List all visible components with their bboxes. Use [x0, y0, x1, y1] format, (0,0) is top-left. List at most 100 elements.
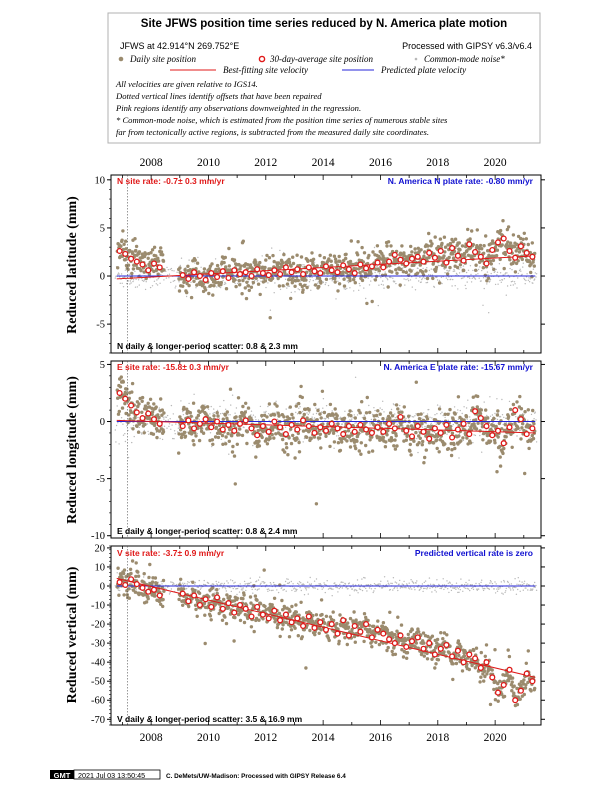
daily-point — [289, 427, 293, 431]
cmn-point — [430, 268, 432, 270]
cmn-point — [224, 587, 226, 589]
cmn-point — [365, 587, 367, 590]
cmn-point — [155, 283, 157, 285]
avg-point — [426, 435, 433, 442]
avg-point — [122, 395, 129, 402]
daily-point — [412, 263, 416, 267]
daily-point — [162, 589, 166, 593]
cmn-point — [308, 412, 311, 414]
daily-point — [220, 433, 225, 438]
east-plate-rate: N. America E plate rate: -15.67 mm/yr — [384, 362, 534, 372]
cmn-point — [373, 590, 375, 592]
daily-point — [307, 428, 312, 433]
cmn-point — [307, 593, 309, 595]
daily-point — [159, 250, 164, 254]
daily-point — [260, 435, 264, 440]
daily-point — [465, 436, 469, 440]
daily-point — [238, 427, 242, 431]
cmn-point — [486, 283, 488, 285]
cmn-point — [332, 588, 334, 590]
cmn-point — [225, 408, 227, 410]
daily-point — [126, 263, 131, 267]
daily-point — [333, 407, 337, 411]
cmn-point — [184, 582, 186, 585]
daily-point — [489, 262, 493, 266]
cmn-point — [506, 272, 508, 274]
cmn-point — [421, 278, 423, 281]
cmn-point — [404, 586, 406, 589]
daily-point — [359, 441, 363, 445]
cmn-point — [258, 588, 260, 590]
cmn-point — [274, 282, 276, 284]
avg-point — [523, 249, 530, 256]
daily-point — [346, 625, 351, 629]
cmn-point — [460, 578, 462, 580]
daily-point — [433, 235, 437, 239]
daily-point — [427, 231, 431, 236]
cmn-point — [535, 276, 537, 278]
cmn-point — [511, 587, 514, 589]
cmn-point — [310, 289, 312, 291]
daily-point — [341, 270, 345, 274]
cmn-point — [221, 412, 224, 415]
cmn-point — [528, 277, 530, 279]
daily-point — [161, 597, 165, 602]
cmn-point — [163, 425, 166, 427]
cmn-point — [330, 278, 332, 280]
cmn-point — [171, 269, 173, 272]
cmn-point — [458, 457, 460, 459]
cmn-point — [429, 416, 431, 418]
daily-point — [319, 281, 323, 285]
cmn-point — [132, 279, 135, 281]
daily-point — [160, 408, 164, 412]
daily-point — [471, 242, 475, 247]
avg-point — [477, 415, 484, 422]
cmn-point — [196, 432, 198, 435]
daily-point — [257, 618, 261, 622]
daily-point — [246, 406, 251, 410]
daily-point — [194, 607, 198, 612]
cmn-point — [412, 269, 414, 271]
cmn-point — [216, 286, 218, 288]
cmn-point — [237, 418, 239, 421]
daily-point — [476, 421, 480, 425]
cmn-point — [499, 279, 501, 282]
daily-point — [232, 258, 237, 262]
daily-point — [307, 408, 311, 412]
daily-point — [140, 399, 144, 403]
avg-point — [489, 432, 496, 439]
y-tick-label: 0 — [100, 417, 105, 428]
avg-point — [449, 434, 456, 441]
daily-point — [223, 413, 227, 417]
cmn-point — [510, 284, 512, 286]
cmn-point — [420, 281, 422, 283]
avg-point — [397, 256, 404, 263]
avg-point — [116, 247, 123, 255]
daily-point — [140, 410, 144, 414]
daily-point — [381, 621, 386, 625]
cmn-point — [225, 588, 227, 590]
cmn-point — [115, 424, 118, 427]
cmn-point — [441, 584, 444, 586]
cmn-point — [308, 281, 311, 283]
cmn-point — [417, 267, 419, 270]
daily-point — [337, 254, 341, 259]
cmn-point — [197, 586, 200, 589]
cmn-point — [327, 588, 330, 590]
cmn-point — [467, 583, 469, 585]
daily-point — [479, 408, 483, 412]
daily-point — [373, 278, 378, 282]
cmn-point — [177, 431, 179, 433]
cmn-point — [521, 581, 523, 583]
cmn-point — [421, 583, 424, 585]
cmn-point — [225, 283, 227, 285]
daily-point — [191, 401, 196, 405]
cmn-point — [279, 249, 281, 252]
avg-point — [368, 429, 375, 436]
axes-frame: 50-5-10 — [91, 360, 545, 542]
daily-point — [516, 259, 520, 263]
cmn-point — [528, 584, 531, 586]
cmn-point — [359, 588, 362, 591]
cmn-point — [344, 288, 347, 290]
daily-point — [298, 410, 302, 415]
